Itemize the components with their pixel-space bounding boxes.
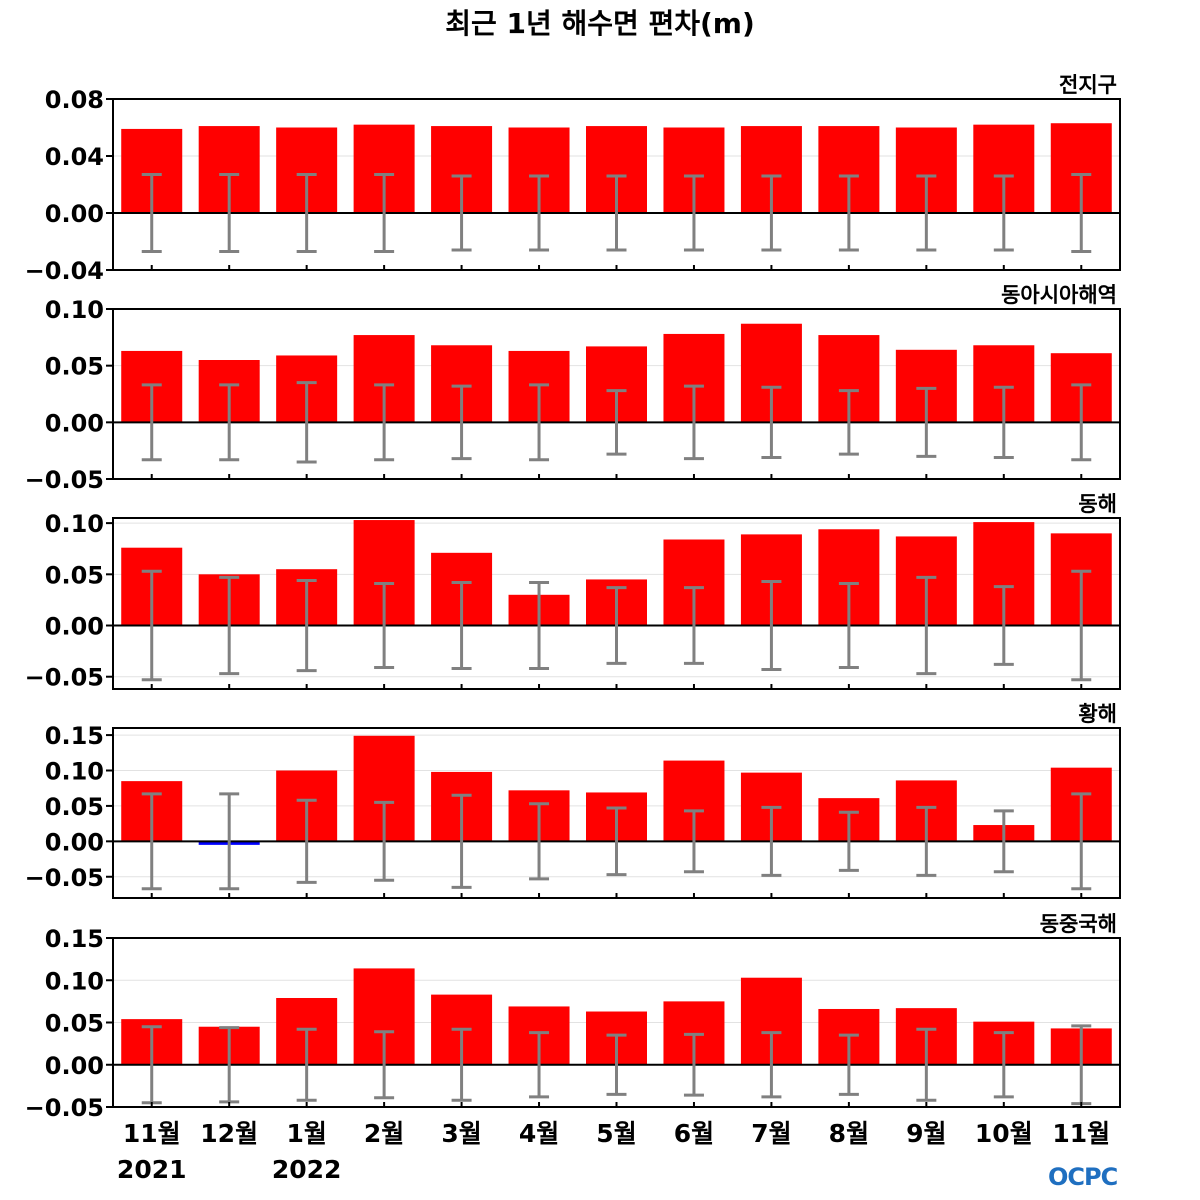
y-tick-label: 0.15: [45, 722, 104, 750]
x-tick-label: 4월: [519, 1119, 559, 1148]
x-tick-label: 6월: [674, 1119, 714, 1148]
x-tick-label: 7월: [751, 1119, 791, 1148]
y-tick-label: −0.05: [25, 1094, 104, 1122]
y-tick-label: 0.00: [45, 828, 104, 856]
panels-group: 0.08 0.04 0.00 −0.04 전지구 0.10 0.05 0.00 −0.05 동아시…: [25, 73, 1121, 1184]
x-tick-label: 2월: [364, 1119, 404, 1148]
y-tick-label: −0.04: [25, 257, 104, 285]
y-tick-label: 0.04: [45, 143, 104, 171]
y-tick-label: 0.00: [45, 613, 104, 641]
year-label: 2021: [117, 1155, 187, 1184]
panel-title: 동해: [1078, 492, 1117, 516]
y-tick-label: 0.00: [45, 1052, 104, 1080]
y-tick-label: −0.05: [25, 864, 104, 892]
x-tick-label: 3월: [441, 1119, 481, 1148]
y-tick-label: 0.10: [45, 510, 104, 538]
y-tick-label: 0.10: [45, 967, 104, 995]
x-tick-label: 11월: [123, 1119, 181, 1148]
panel-title: 전지구: [1059, 73, 1117, 97]
y-tick-label: −0.05: [25, 466, 104, 494]
y-tick-label: 0.05: [45, 793, 104, 821]
y-tick-label: 0.08: [45, 86, 104, 114]
x-tick-label: 5월: [596, 1119, 636, 1148]
y-tick-label: 0.15: [45, 925, 104, 953]
y-tick-label: 0.00: [45, 200, 104, 228]
x-tick-label: 1월: [286, 1119, 326, 1148]
panel-title: 동중국해: [1040, 912, 1117, 936]
x-tick-label: 11월: [1052, 1119, 1110, 1148]
y-tick-label: 0.10: [45, 296, 104, 324]
y-tick-label: 0.00: [45, 409, 104, 437]
x-tick-label: 10월: [975, 1119, 1033, 1148]
ocpc-logo: OCPC: [1048, 1163, 1118, 1191]
panel-title: 동아시아해역: [1001, 283, 1117, 307]
chart-title: 최근 1년 해수면 편차(m): [445, 7, 755, 40]
x-tick-label: 9월: [906, 1119, 946, 1148]
x-tick-label: 12월: [200, 1119, 258, 1148]
y-tick-label: 0.05: [45, 353, 104, 381]
panel-title: 황해: [1078, 702, 1117, 726]
y-tick-label: −0.05: [25, 664, 104, 692]
y-tick-label: 0.05: [45, 1010, 104, 1038]
year-label: 2022: [272, 1155, 342, 1184]
y-tick-label: 0.10: [45, 758, 104, 786]
y-tick-label: 0.05: [45, 561, 104, 589]
x-tick-label: 8월: [829, 1119, 869, 1148]
